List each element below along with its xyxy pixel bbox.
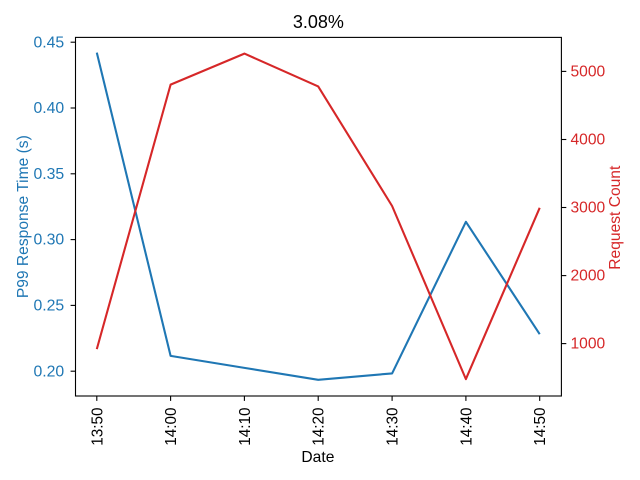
svg-text:14:00: 14:00 <box>163 408 180 446</box>
svg-text:14:30: 14:30 <box>385 408 402 446</box>
svg-text:0.45: 0.45 <box>33 34 64 51</box>
svg-text:1000: 1000 <box>571 336 606 353</box>
svg-text:14:40: 14:40 <box>458 408 475 446</box>
svg-text:4000: 4000 <box>571 132 606 149</box>
svg-text:13:50: 13:50 <box>89 408 106 446</box>
svg-text:2000: 2000 <box>571 268 606 285</box>
svg-text:0.30: 0.30 <box>33 232 64 249</box>
svg-text:14:20: 14:20 <box>311 408 328 446</box>
svg-text:Date: Date <box>301 449 334 466</box>
svg-text:14:50: 14:50 <box>532 408 549 446</box>
svg-text:3.08%: 3.08% <box>293 12 344 32</box>
svg-text:5000: 5000 <box>571 64 606 81</box>
svg-text:Request Count: Request Count <box>607 165 624 270</box>
svg-text:3000: 3000 <box>571 200 606 217</box>
svg-text:0.25: 0.25 <box>33 298 64 315</box>
svg-text:14:10: 14:10 <box>237 408 254 446</box>
svg-text:0.35: 0.35 <box>33 166 64 183</box>
svg-text:0.40: 0.40 <box>33 100 64 117</box>
svg-text:P99 Response Time (s): P99 Response Time (s) <box>15 135 32 298</box>
svg-text:0.20: 0.20 <box>33 363 64 380</box>
